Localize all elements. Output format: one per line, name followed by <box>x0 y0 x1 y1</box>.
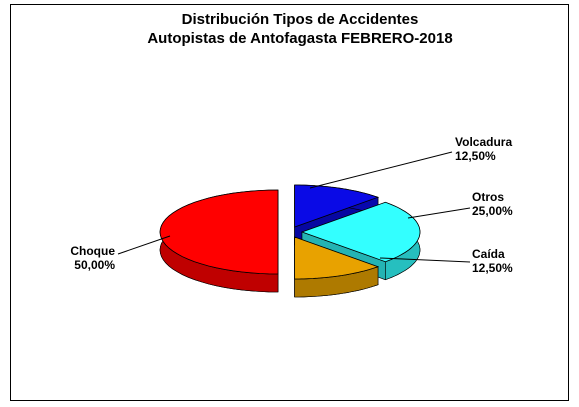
chart-title: Distribución Tipos de Accidentes <box>182 11 419 28</box>
leader-line <box>117 235 171 255</box>
leader-line <box>407 207 471 219</box>
frame <box>10 4 569 401</box>
slice-label: Otros <box>472 190 504 204</box>
chart-subtitle: Autopistas de Antofagasta FEBRERO-2018 <box>147 30 452 47</box>
slice-value-label: 50,00% <box>74 258 115 272</box>
leader-line <box>309 151 453 189</box>
slice <box>159 189 279 275</box>
slice-value-label: 12,50% <box>472 261 513 275</box>
slice <box>294 236 380 280</box>
slice <box>294 184 380 228</box>
slice-label: Volcadura <box>455 135 512 149</box>
slice-label: Choque <box>70 244 115 258</box>
slice-value-label: 12,50% <box>455 149 496 163</box>
slice-value-label: 25,00% <box>472 204 513 218</box>
leader-line <box>379 257 471 263</box>
slice <box>300 201 421 263</box>
slice-label: Caída <box>472 247 505 261</box>
